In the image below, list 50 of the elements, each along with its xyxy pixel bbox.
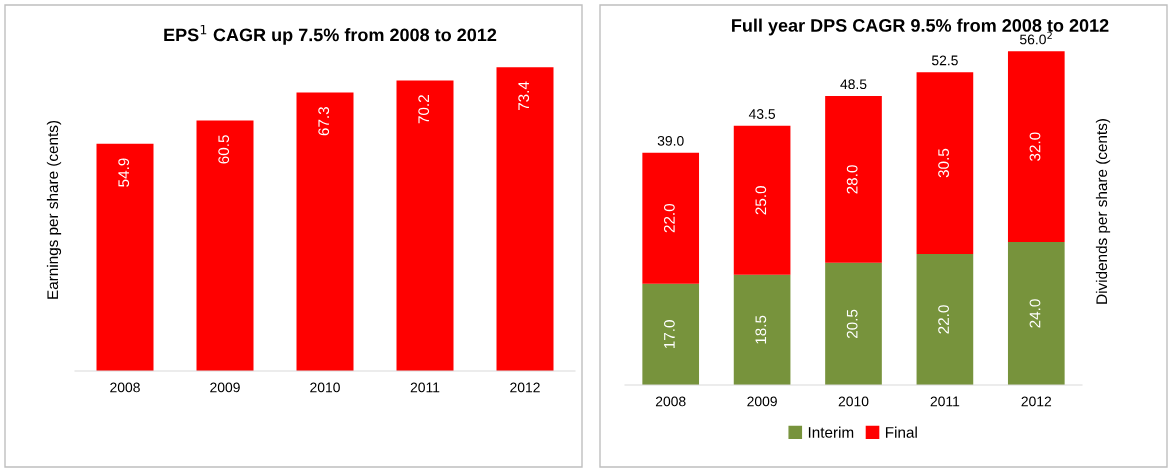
total-label: 48.5 xyxy=(840,79,867,90)
total-label: 39.0 xyxy=(657,135,684,146)
x-tick-label: 2009 xyxy=(210,382,240,393)
bar xyxy=(733,274,791,385)
x-tick-label: 2011 xyxy=(930,396,960,407)
y-axis-title: Earnings per share (cents) xyxy=(46,120,62,299)
x-tick-label: 2009 xyxy=(747,396,777,407)
data-label: 30.5 xyxy=(938,148,949,178)
bar xyxy=(96,143,154,371)
data-label: 54.9 xyxy=(118,158,130,187)
chart-title: EPS$^{1}$ CAGR up 7.5% from 2008 to 2012 xyxy=(164,24,497,45)
bar xyxy=(642,152,700,284)
legend-label: Interim xyxy=(808,426,854,438)
x-tick-label: 2011 xyxy=(410,382,440,393)
bar xyxy=(825,262,882,385)
bar xyxy=(916,72,974,254)
total-label: 56.0$^{2}$ xyxy=(1019,31,1052,45)
total-label: 43.5 xyxy=(748,109,776,119)
x-tick-label: 2010 xyxy=(310,382,340,393)
data-label: 20.5 xyxy=(846,309,858,339)
data-label: 18.5 xyxy=(755,315,767,344)
data-label: 67.3 xyxy=(318,107,330,136)
data-label: 60.5 xyxy=(218,135,230,164)
bar xyxy=(825,96,882,263)
x-tick-label: 2012 xyxy=(1021,396,1052,407)
x-tick-label: 2010 xyxy=(838,396,869,407)
y-axis-title: Dividends per share (cents) xyxy=(1095,119,1111,304)
data-label: 22.0 xyxy=(938,305,949,334)
data-label: 25.0 xyxy=(755,186,767,215)
bar xyxy=(642,283,700,385)
bar xyxy=(296,92,354,371)
total-label: 52.5 xyxy=(931,55,958,66)
x-tick-label: 2008 xyxy=(110,382,140,393)
legend-label: Final xyxy=(885,426,917,438)
data-label: 32.0 xyxy=(1029,132,1041,161)
data-label: 22.0 xyxy=(663,203,675,233)
x-tick-label: 2008 xyxy=(655,396,686,407)
bar xyxy=(496,67,554,371)
data-label: 24.0 xyxy=(1029,299,1041,328)
bar xyxy=(733,125,791,275)
data-label: 28.0 xyxy=(846,165,858,194)
data-label: 73.4 xyxy=(518,81,530,111)
bar xyxy=(396,80,454,371)
bar xyxy=(1007,51,1065,243)
x-tick-label: 2012 xyxy=(510,382,540,393)
data-label: 17.0 xyxy=(663,320,675,349)
bar xyxy=(1007,242,1065,385)
data-label: 70.2 xyxy=(418,95,430,124)
bar xyxy=(916,253,974,385)
bar xyxy=(196,120,254,371)
